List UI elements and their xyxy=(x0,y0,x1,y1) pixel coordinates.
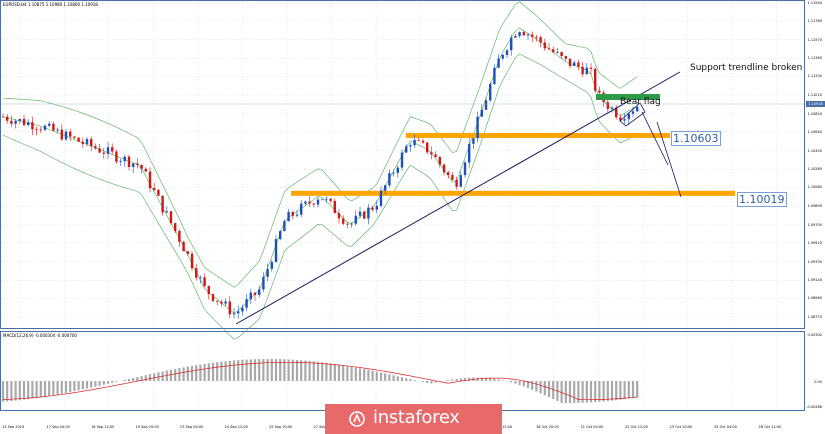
current-price-value: 1.10918 xyxy=(808,102,823,106)
time-tick: 18 Sep 12:00 xyxy=(91,425,115,429)
price-tick: 1.09140 xyxy=(807,278,822,283)
price-tick: 1.10080 xyxy=(807,185,822,190)
level-label-2: 1.10019 xyxy=(737,192,787,207)
price-tick: 1.09330 xyxy=(807,259,822,264)
time-tick: 25 Sep 20:00 xyxy=(269,425,293,429)
time-tick: 23 Sep 04:00 xyxy=(180,425,204,429)
price-tick: 1.09520 xyxy=(807,240,822,245)
logo-icon xyxy=(349,411,365,427)
macd-tick: -0.00286 xyxy=(806,405,822,409)
macd-tick: 0.00302 xyxy=(807,333,822,337)
symbol-title: EURUSD,H4 1.10875 1.10980 1.10860 1.1091… xyxy=(3,2,98,7)
price-tick: 1.10820 xyxy=(807,111,822,116)
price-tick: 1.09700 xyxy=(807,222,822,227)
price-tick: 1.11570 xyxy=(807,37,822,42)
price-tick: 1.11200 xyxy=(807,74,822,79)
price-tick: 1.10260 xyxy=(807,167,822,172)
price-tick: 1.10450 xyxy=(807,148,822,153)
time-tick: 17 Sep 04:00 xyxy=(46,425,70,429)
level-label-1: 1.10603 xyxy=(671,131,721,146)
price-pane[interactable] xyxy=(0,0,805,329)
time-tick: 13 Sep 2019 xyxy=(2,425,25,429)
price-tick: 1.11010 xyxy=(807,93,822,98)
price-tick: 1.11760 xyxy=(807,18,822,23)
price-tick: 1.08770 xyxy=(807,315,822,320)
price-tick: 1.09890 xyxy=(807,204,822,209)
price-tick: 1.10640 xyxy=(807,129,822,134)
current-price-tag: 1.10918 xyxy=(806,101,825,107)
price-tick: 1.08960 xyxy=(807,296,822,301)
time-tick: 24 Sep 12:00 xyxy=(224,425,248,429)
logo-text: instaforex xyxy=(373,407,460,428)
price-tick: 1.11380 xyxy=(807,56,822,61)
time-tick: 28 Oct 12:00 xyxy=(758,425,782,429)
time-tick: 18 Oct 20:00 xyxy=(536,425,559,429)
instaforex-logo: instaforex xyxy=(325,404,502,434)
price-tick: 1.11940 xyxy=(807,1,822,5)
macd-tick: 0.00 xyxy=(814,380,822,384)
support-annotation: Support trendline broken xyxy=(690,63,803,73)
time-tick: 22 Oct 12:00 xyxy=(625,425,648,429)
flag-annotation: Bear flag xyxy=(620,97,661,107)
time-tick: 23 Oct 20:00 xyxy=(669,425,693,429)
time-tick: 21 Oct 04:00 xyxy=(580,425,604,429)
time-tick: 19 Sep 20:00 xyxy=(135,425,159,429)
time-tick: 25 Oct 04:00 xyxy=(714,425,737,429)
macd-title: MACD(12,26,9) -0.000304 -0.000700 xyxy=(3,333,77,338)
